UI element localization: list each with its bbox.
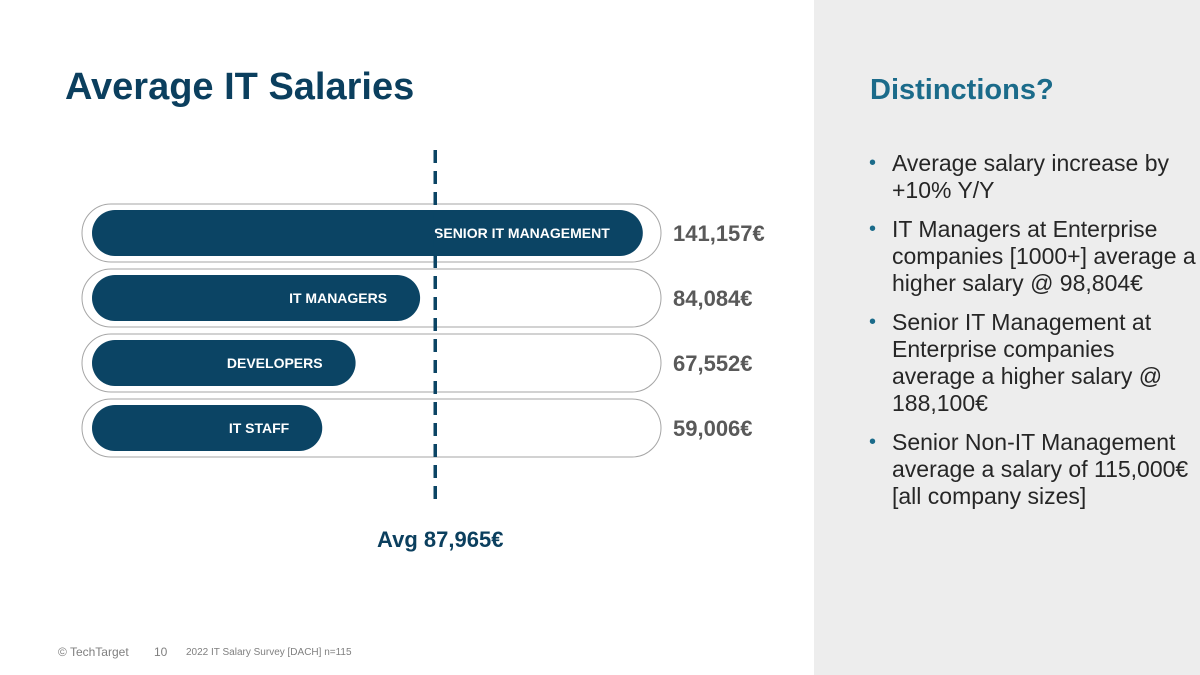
distinctions-panel: Distinctions? • Average salary increase b… bbox=[814, 0, 1200, 675]
bullet-dot-icon: • bbox=[869, 431, 877, 453]
bullet-dot-icon: • bbox=[869, 311, 877, 333]
slide-main-area: Average IT Salaries SENIOR IT MANAGEMENT… bbox=[58, 66, 765, 659]
salary-bar-chart: SENIOR IT MANAGEMENT 141,157€ IT MANAGERS 8… bbox=[81, 150, 765, 552]
bullet-item: • Senior Non-IT Management average a sala… bbox=[866, 429, 1196, 510]
bar-value-label: 141,157€ bbox=[673, 221, 765, 246]
bar-category-label: SENIOR IT MANAGEMENT bbox=[434, 225, 610, 241]
bullet-text: Senior Non-IT Management average a salar… bbox=[892, 429, 1189, 509]
distinctions-list: • Average salary increase by +10% Y/Y • IT… bbox=[866, 150, 1196, 522]
bar bbox=[92, 340, 356, 386]
bullet-item: • Average salary increase by +10% Y/Y bbox=[866, 150, 1196, 204]
bar-category-label: IT MANAGERS bbox=[289, 290, 387, 306]
bullet-item: • IT Managers at Enterprise companies [10… bbox=[866, 216, 1196, 297]
bar bbox=[92, 275, 421, 321]
bar-value-label: 59,006€ bbox=[673, 416, 753, 441]
bar-value-label: 84,084€ bbox=[673, 286, 753, 311]
page-title: Average IT Salaries bbox=[65, 66, 415, 108]
bullet-text: Senior IT Management at Enterprise compa… bbox=[892, 309, 1163, 416]
footer-page-number: 10 bbox=[154, 645, 168, 659]
footer-copyright: © TechTarget bbox=[58, 645, 129, 659]
bullet-text: Average salary increase by +10% Y/Y bbox=[892, 150, 1169, 203]
bullet-dot-icon: • bbox=[869, 218, 877, 240]
panel-title: Distinctions? bbox=[870, 74, 1054, 106]
bar bbox=[92, 405, 323, 451]
bar-category-label: DEVELOPERS bbox=[227, 355, 323, 371]
bullet-text: IT Managers at Enterprise companies [100… bbox=[892, 216, 1196, 296]
bar-value-label: 67,552€ bbox=[673, 351, 753, 376]
bar bbox=[92, 210, 643, 256]
bullet-item: • Senior IT Management at Enterprise comp… bbox=[866, 309, 1196, 417]
bullet-dot-icon: • bbox=[869, 152, 877, 174]
bar-category-label: IT STAFF bbox=[229, 420, 290, 436]
average-label: Avg 87,965€ bbox=[377, 527, 503, 552]
footer-source: 2022 IT Salary Survey [DACH] n=115 bbox=[186, 647, 352, 658]
